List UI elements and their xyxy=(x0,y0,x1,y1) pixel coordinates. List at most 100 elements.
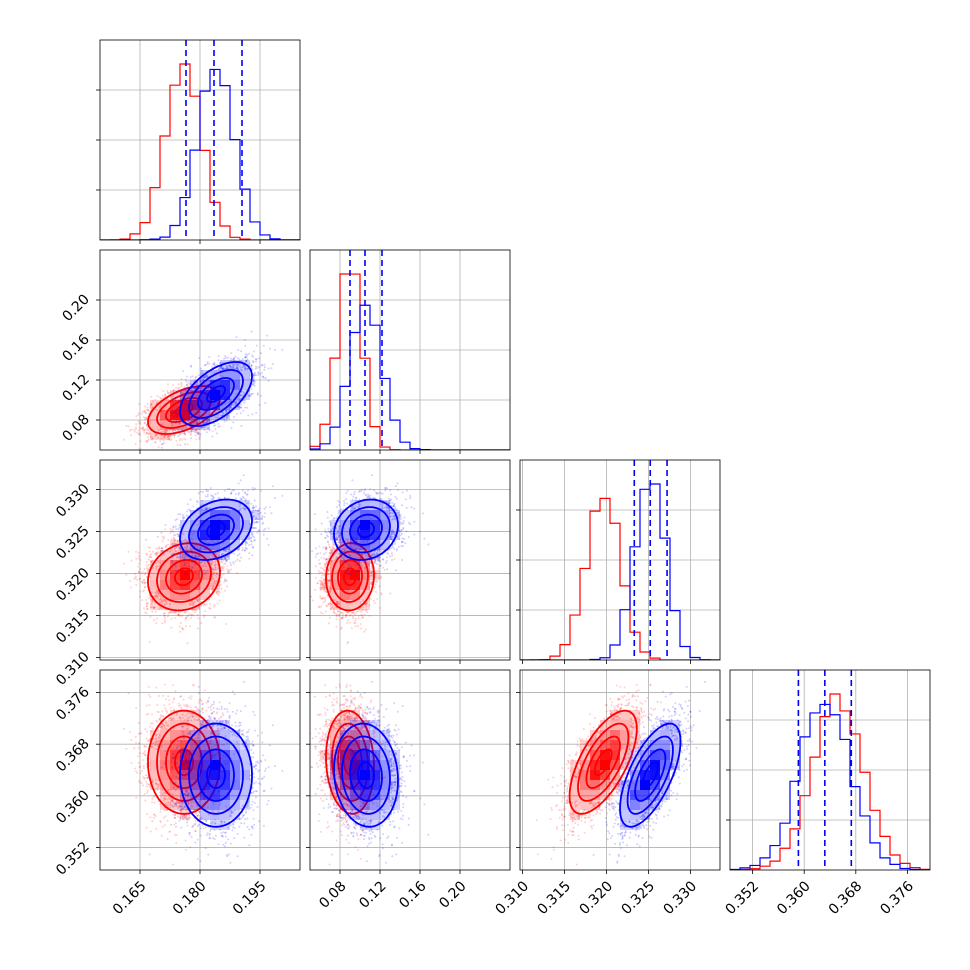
scatter-point xyxy=(362,609,365,612)
scatter-point xyxy=(232,822,234,825)
scatter-point xyxy=(421,512,424,515)
scatter-point xyxy=(184,793,187,796)
scatter-point xyxy=(191,552,194,555)
scatter-point xyxy=(150,713,153,716)
scatter-point xyxy=(328,579,331,582)
scatter-point xyxy=(318,562,321,565)
scatter-point xyxy=(242,489,244,492)
scatter-point xyxy=(319,752,322,755)
scatter-point xyxy=(182,818,185,821)
scatter-point xyxy=(188,696,191,699)
scatter-point xyxy=(242,391,245,394)
scatter-point xyxy=(150,603,153,605)
scatter-point xyxy=(233,367,236,370)
scatter-point xyxy=(262,754,265,757)
scatter-point xyxy=(204,376,207,379)
scatter-point xyxy=(179,556,182,558)
scatter-point xyxy=(325,546,328,549)
scatter-point xyxy=(151,780,154,783)
scatter-point xyxy=(235,712,237,715)
scatter-point xyxy=(251,354,253,357)
scatter-point xyxy=(210,494,213,497)
scatter-point xyxy=(134,576,137,579)
scatter-point xyxy=(234,392,237,395)
scatter-point xyxy=(145,439,148,442)
scatter-point xyxy=(341,611,343,614)
scatter-point xyxy=(172,753,175,755)
scatter-point xyxy=(344,616,347,619)
scatter-point xyxy=(318,572,321,575)
scatter-point xyxy=(379,565,382,567)
scatter-point xyxy=(228,702,231,705)
scatter-point xyxy=(144,776,146,779)
scatter-point xyxy=(207,507,210,510)
scatter-point xyxy=(189,420,192,423)
scatter-point xyxy=(402,545,404,547)
scatter-point xyxy=(232,552,235,555)
scatter-point xyxy=(193,386,195,389)
density-cell xyxy=(190,800,200,810)
scatter-point xyxy=(405,530,408,533)
scatter-point xyxy=(327,602,330,605)
scatter-point xyxy=(184,572,187,575)
scatter-point xyxy=(264,767,267,770)
scatter-point xyxy=(344,548,347,551)
scatter-point xyxy=(198,810,201,813)
scatter-point xyxy=(230,399,233,402)
scatter-point xyxy=(203,616,206,619)
scatter-point xyxy=(138,752,141,754)
scatter-point xyxy=(196,428,199,431)
scatter-point xyxy=(189,706,192,709)
scatter-point xyxy=(264,377,267,379)
scatter-point xyxy=(223,581,226,583)
scatter-point xyxy=(226,416,228,419)
scatter-point xyxy=(155,402,158,405)
scatter-point xyxy=(252,379,255,382)
density-cell xyxy=(180,730,190,740)
scatter-point xyxy=(179,420,182,423)
scatter-point xyxy=(200,426,203,429)
scatter-point xyxy=(327,724,330,726)
scatter-point xyxy=(224,558,227,561)
panel-3-1: 0.08 0.12 0.16 0.20 xyxy=(306,669,511,912)
scatter-point xyxy=(251,486,254,489)
scatter-point xyxy=(369,568,372,571)
scatter-point xyxy=(168,603,171,606)
scatter-point xyxy=(212,495,215,498)
scatter-point xyxy=(142,579,145,582)
scatter-point xyxy=(221,835,224,838)
scatter-point xyxy=(338,532,341,534)
scatter-point xyxy=(213,584,215,587)
scatter-point xyxy=(316,713,319,716)
density-cell xyxy=(180,560,190,570)
scatter-point xyxy=(181,725,184,728)
scatter-point xyxy=(185,427,188,430)
density-cell xyxy=(230,760,240,770)
scatter-point xyxy=(380,498,383,501)
scatter-point xyxy=(170,717,173,720)
scatter-point xyxy=(176,411,178,414)
scatter-point xyxy=(187,793,190,796)
scatter-point xyxy=(197,734,200,736)
scatter-point xyxy=(189,548,192,551)
scatter-point xyxy=(167,790,170,793)
scatter-point xyxy=(214,574,217,577)
scatter-point xyxy=(395,547,398,550)
scatter-point xyxy=(182,516,185,519)
scatter-point xyxy=(223,821,226,824)
scatter-point xyxy=(165,808,168,811)
scatter-point xyxy=(139,772,142,774)
scatter-point xyxy=(185,419,188,422)
scatter-point xyxy=(370,565,373,568)
scatter-point xyxy=(257,770,260,773)
scatter-point xyxy=(352,505,355,507)
density-cell xyxy=(190,550,200,560)
scatter-point xyxy=(143,578,146,581)
scatter-point xyxy=(163,809,166,812)
density-cell xyxy=(190,710,200,720)
scatter-point xyxy=(224,549,227,552)
density-cell xyxy=(210,530,220,540)
scatter-point xyxy=(180,801,183,804)
scatter-point xyxy=(244,549,247,552)
scatter-point xyxy=(392,531,395,534)
